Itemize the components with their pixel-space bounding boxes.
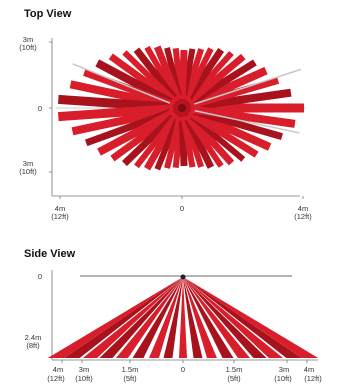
svg-text:(12ft): (12ft) xyxy=(294,212,312,221)
svg-text:(5ft): (5ft) xyxy=(227,374,241,383)
side-view-diagram: 0 2.4m (8ft) 4m (12ft) 3m (10ft) 1.5m (5… xyxy=(25,270,322,383)
detector-hub xyxy=(169,95,195,121)
svg-text:(8ft): (8ft) xyxy=(26,341,40,350)
svg-text:4m: 4m xyxy=(298,204,308,213)
svg-text:4m: 4m xyxy=(55,204,65,213)
svg-text:3m: 3m xyxy=(23,159,33,168)
top-beam xyxy=(181,88,292,112)
side-view-beams xyxy=(47,277,319,358)
top-gray-beam xyxy=(181,68,302,109)
svg-text:1.5m: 1.5m xyxy=(122,365,139,374)
top-view-title: Top View xyxy=(24,8,72,20)
top-view-x-ticks xyxy=(59,196,304,199)
svg-text:(12ft): (12ft) xyxy=(304,374,322,383)
svg-text:0: 0 xyxy=(180,204,184,213)
svg-text:4m: 4m xyxy=(304,365,314,374)
side-x-label-1-5m-right: 1.5m (5ft) xyxy=(226,365,243,383)
top-beam xyxy=(179,107,196,168)
top-view-y-ticks xyxy=(49,41,52,173)
svg-text:2.4m: 2.4m xyxy=(25,333,42,342)
top-beam xyxy=(154,45,186,110)
top-gray-beam xyxy=(181,107,300,134)
svg-text:3m: 3m xyxy=(279,365,289,374)
svg-text:(12ft): (12ft) xyxy=(47,374,65,383)
top-beam xyxy=(172,48,185,109)
top-beam xyxy=(97,104,184,156)
side-y-label-2-4m: 2.4m (8ft) xyxy=(25,333,42,350)
top-beam xyxy=(180,59,257,111)
side-beam xyxy=(183,277,251,358)
svg-text:(5ft): (5ft) xyxy=(123,374,137,383)
svg-text:0: 0 xyxy=(181,365,185,374)
side-x-label-0: 0 xyxy=(181,365,185,374)
top-x-label-0: 0 xyxy=(180,204,184,213)
top-y-label-0: 0 xyxy=(38,104,42,113)
side-beam xyxy=(82,277,183,358)
top-beam xyxy=(178,106,215,169)
side-x-label-3m-left: 3m (10ft) xyxy=(75,365,93,383)
svg-text:(10ft): (10ft) xyxy=(75,374,93,383)
side-x-label-1-5m-left: 1.5m (5ft) xyxy=(122,365,139,383)
side-beam xyxy=(183,277,217,358)
top-beam xyxy=(180,66,268,112)
side-beam xyxy=(183,277,302,358)
top-beam xyxy=(181,77,280,112)
side-beam xyxy=(183,277,267,358)
side-beam xyxy=(183,277,203,358)
top-gray-beam xyxy=(72,63,183,109)
top-beam xyxy=(84,104,184,147)
side-beam xyxy=(183,277,284,358)
top-x-label-4m-right: 4m (12ft) xyxy=(294,204,312,221)
side-view-title: Side View xyxy=(24,248,76,260)
side-view-x-ticks xyxy=(61,360,308,363)
side-x-label-3m-right: 3m (10ft) xyxy=(274,365,292,383)
side-x-label-4m-left: 4m (12ft) xyxy=(47,365,65,383)
top-view-beams xyxy=(57,45,304,171)
top-y-label-3m-lower: 3m (10ft) xyxy=(19,159,37,176)
svg-text:(12ft): (12ft) xyxy=(51,212,69,221)
svg-text:(10ft): (10ft) xyxy=(19,167,37,176)
side-beam xyxy=(115,277,183,358)
side-beam xyxy=(183,277,234,358)
svg-text:(10ft): (10ft) xyxy=(19,43,37,52)
top-beam xyxy=(71,104,183,136)
svg-text:4m: 4m xyxy=(53,365,63,374)
svg-text:0: 0 xyxy=(38,272,42,281)
svg-text:0: 0 xyxy=(38,104,42,113)
side-y-label-0: 0 xyxy=(38,272,42,281)
top-y-label-3m-upper: 3m (10ft) xyxy=(19,35,37,52)
svg-text:1.5m: 1.5m xyxy=(226,365,243,374)
side-x-label-4m-right: 4m (12ft) xyxy=(304,365,322,383)
side-beam xyxy=(64,277,183,358)
side-beam xyxy=(132,277,183,358)
sensor-point xyxy=(180,274,186,280)
top-beam xyxy=(57,103,183,122)
side-beam xyxy=(149,277,183,358)
top-beam xyxy=(182,103,304,113)
side-beam xyxy=(47,277,184,358)
side-beam xyxy=(183,277,319,358)
side-beam xyxy=(179,277,187,358)
top-view-diagram: 3m (10ft) 0 3m (10ft) 4m (12ft) 0 4m (12… xyxy=(19,35,312,221)
top-beam xyxy=(181,104,296,128)
side-beam xyxy=(99,277,183,358)
top-x-label-4m-left: 4m (12ft) xyxy=(51,204,69,221)
svg-text:3m: 3m xyxy=(23,35,33,44)
side-beam xyxy=(163,277,183,358)
svg-text:(10ft): (10ft) xyxy=(274,374,292,383)
svg-text:3m: 3m xyxy=(79,365,89,374)
